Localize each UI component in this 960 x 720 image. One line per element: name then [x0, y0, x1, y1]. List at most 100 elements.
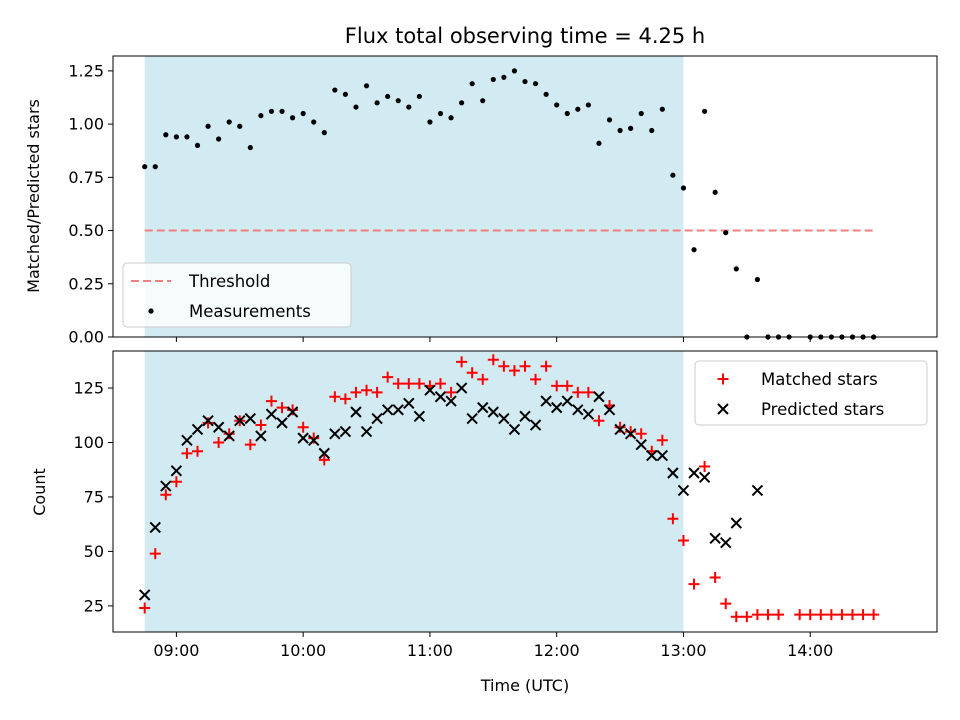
series-measurements [142, 68, 877, 340]
data-point [519, 360, 531, 372]
data-point [445, 386, 457, 398]
data-point [392, 378, 404, 390]
data-point [762, 609, 774, 621]
data-point [572, 404, 584, 416]
data-point [244, 439, 256, 451]
data-point [751, 484, 764, 497]
data-point [149, 548, 161, 560]
data-point [709, 532, 721, 545]
data-point [363, 83, 370, 89]
data-point [466, 412, 478, 425]
data-point [258, 113, 264, 119]
data-point [688, 467, 700, 479]
data-point [202, 417, 214, 429]
data-point [582, 386, 594, 398]
y-tick-label: 0.75 [68, 168, 104, 187]
observing-window-shade [144, 351, 684, 632]
data-point [276, 417, 288, 429]
data-point [381, 404, 394, 416]
data-point [445, 395, 457, 407]
y-tick-label: 50 [84, 542, 104, 561]
data-point [712, 189, 718, 195]
data-point [392, 404, 404, 416]
data-point [163, 132, 169, 138]
data-point [216, 136, 222, 142]
data-point [751, 609, 763, 621]
data-point [234, 414, 246, 427]
data-point [184, 134, 190, 140]
data-point [297, 432, 309, 444]
data-point [413, 410, 426, 423]
data-point [265, 408, 278, 420]
data-point [360, 425, 373, 438]
legend-label: Predicted stars [761, 400, 884, 419]
data-point [311, 119, 317, 125]
data-point [265, 395, 277, 407]
data-point [532, 81, 539, 87]
data-point [456, 356, 468, 368]
data-point [459, 100, 465, 106]
data-point [170, 465, 183, 477]
data-point [794, 609, 806, 621]
data-point [561, 395, 573, 407]
data-point [625, 426, 637, 438]
data-point [614, 423, 626, 436]
data-point [191, 423, 204, 436]
data-point [617, 127, 623, 134]
data-point [741, 611, 753, 623]
legend-box [122, 262, 352, 328]
data-point [659, 106, 665, 112]
data-point [361, 384, 373, 396]
data-point [487, 354, 499, 366]
data-point [677, 535, 689, 547]
data-point [371, 386, 383, 398]
data-point [498, 412, 510, 425]
data-point [332, 87, 338, 93]
data-point [561, 380, 573, 392]
legend: Matched stars Predicted stars [694, 360, 928, 426]
legend-label: Matched stars [761, 370, 878, 389]
data-point [804, 609, 816, 621]
data-point [342, 91, 349, 97]
data-point [593, 391, 605, 403]
data-point [709, 572, 721, 584]
data-point [543, 91, 549, 97]
data-point [406, 104, 412, 110]
data-point [540, 395, 552, 407]
data-point [192, 445, 204, 457]
data-point [202, 414, 214, 427]
data-point [720, 536, 732, 549]
data-point [638, 110, 644, 117]
data-point [427, 119, 433, 125]
data-point [318, 447, 330, 460]
panel-ratio: 0.00 0.25 0.50 0.75 1.00 1.25 Threshold Measure… [68, 55, 938, 347]
data-point [434, 391, 447, 403]
data-point [255, 430, 267, 442]
data-point [287, 404, 299, 416]
data-point [498, 360, 510, 372]
data-point [550, 401, 563, 414]
data-point [572, 386, 584, 398]
data-point [374, 100, 380, 106]
data-point [730, 611, 742, 623]
series-predicted-stars [138, 382, 764, 601]
data-point [139, 602, 151, 614]
data-point [490, 76, 496, 83]
data-point [656, 434, 668, 446]
data-point [501, 74, 507, 80]
x-axis-label: Time (UTC) [480, 676, 569, 695]
data-point [551, 380, 563, 392]
data-point [205, 123, 211, 129]
data-point [226, 119, 232, 125]
data-point [529, 419, 542, 431]
legend: Threshold Measurements [122, 262, 352, 328]
data-point [329, 428, 341, 440]
data-point [677, 484, 690, 497]
data-point [152, 164, 158, 170]
data-point [868, 609, 880, 621]
y-tick-label: 0.25 [68, 274, 104, 293]
data-point [836, 609, 848, 621]
data-point [255, 419, 267, 431]
legend-box [694, 360, 928, 426]
axes-frame [112, 55, 938, 338]
